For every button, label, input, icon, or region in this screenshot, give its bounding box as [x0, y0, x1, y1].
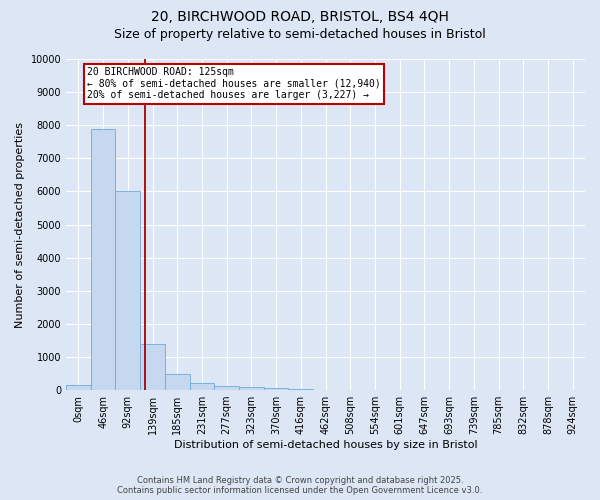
Bar: [289, 389, 313, 390]
Bar: [140, 344, 165, 390]
Text: 20, BIRCHWOOD ROAD, BRISTOL, BS4 4QH: 20, BIRCHWOOD ROAD, BRISTOL, BS4 4QH: [151, 10, 449, 24]
Bar: [239, 387, 264, 390]
Bar: [66, 385, 91, 390]
Bar: [264, 388, 289, 390]
Bar: [165, 374, 190, 390]
Text: 20 BIRCHWOOD ROAD: 125sqm
← 80% of semi-detached houses are smaller (12,940)
20%: 20 BIRCHWOOD ROAD: 125sqm ← 80% of semi-…: [87, 68, 381, 100]
Text: Contains HM Land Registry data © Crown copyright and database right 2025.
Contai: Contains HM Land Registry data © Crown c…: [118, 476, 482, 495]
Text: Size of property relative to semi-detached houses in Bristol: Size of property relative to semi-detach…: [114, 28, 486, 41]
Y-axis label: Number of semi-detached properties: Number of semi-detached properties: [15, 122, 25, 328]
Bar: [190, 383, 214, 390]
Bar: [91, 128, 115, 390]
Bar: [214, 386, 239, 390]
X-axis label: Distribution of semi-detached houses by size in Bristol: Distribution of semi-detached houses by …: [174, 440, 478, 450]
Bar: [115, 192, 140, 390]
